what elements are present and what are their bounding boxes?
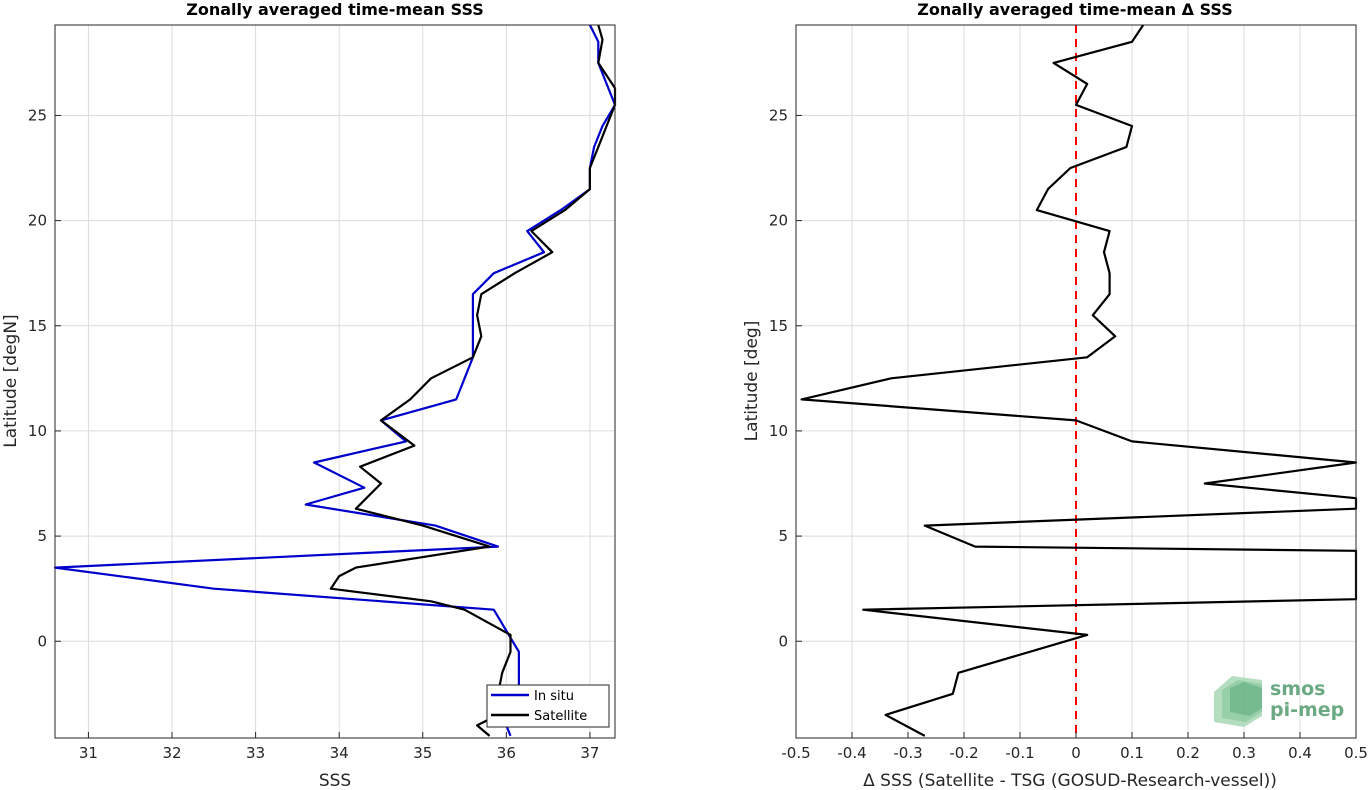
logo-text-smos: smos <box>1270 678 1325 700</box>
right-y-tick-label: 10 <box>769 422 788 440</box>
left-x-tick-label: 34 <box>330 744 349 762</box>
left-y-tick-label: 0 <box>37 632 47 650</box>
left-y-tick-label: 15 <box>28 317 47 335</box>
left-panel: 31 32 33 34 35 36 37 0 5 10 15 20 25 Zonally average… <box>1 0 617 790</box>
left-series-line-0 <box>53 24 617 737</box>
left-x-tick-label: 36 <box>497 744 516 762</box>
right-x-tick-label: 0 <box>1071 744 1081 762</box>
right-x-tick-label: -0.2 <box>949 744 978 762</box>
left-y-tick-label: 10 <box>28 422 47 440</box>
right-y-tick-label: 25 <box>769 106 788 124</box>
left-x-tick-label: 31 <box>79 744 98 762</box>
logo-mark-icon <box>1214 676 1262 727</box>
right-series-line-0 <box>800 24 1358 737</box>
right-y-tick-label: 5 <box>778 527 788 545</box>
right-chart-title: Zonally averaged time-mean Δ SSS <box>917 0 1233 19</box>
legend-label-in-situ: In situ <box>534 689 574 704</box>
legend: In situ Satellite <box>486 684 610 728</box>
right-x-tick-label: -0.5 <box>781 744 810 762</box>
legend-label-satellite: Satellite <box>534 709 587 724</box>
right-panel: -0.5 -0.4 -0.3 -0.2 -0.1 0 0.1 0.2 0.3 0.4 0.5 0 5 10… <box>742 0 1368 790</box>
left-x-tick-label: 32 <box>162 744 181 762</box>
right-y-tick-label: 0 <box>778 632 788 650</box>
left-y-tick-label: 5 <box>37 527 47 545</box>
right-x-tick-label: 0.5 <box>1344 744 1368 762</box>
right-x-tick-label: -0.4 <box>837 744 866 762</box>
left-y-axis-label: Latitude [degN] <box>1 314 21 447</box>
left-plot-frame <box>54 24 616 739</box>
right-y-axis-label: Latitude [deg] <box>742 321 762 442</box>
left-x-tick-label: 33 <box>246 744 265 762</box>
left-x-axis-label: SSS <box>319 771 351 790</box>
logo-text-pi-mep: pi-mep <box>1270 699 1344 721</box>
right-x-tick-label: 0.1 <box>1120 744 1144 762</box>
right-x-tick-label: 0.2 <box>1176 744 1200 762</box>
right-x-tick-label: 0.4 <box>1288 744 1312 762</box>
left-y-tick-label: 20 <box>28 212 47 230</box>
right-y-tick-label: 20 <box>769 212 788 230</box>
legend-box <box>486 684 610 728</box>
right-x-tick-label: 0.3 <box>1232 744 1256 762</box>
right-x-tick-label: -0.1 <box>1005 744 1034 762</box>
smos-pi-mep-logo: smos pi-mep <box>1214 676 1344 727</box>
left-x-tick-label: 35 <box>413 744 432 762</box>
right-y-tick-label: 15 <box>769 317 788 335</box>
right-x-axis-label: Δ SSS (Satellite - TSG (GOSUD-Research-v… <box>863 771 1277 790</box>
left-y-tick-label: 25 <box>28 106 47 124</box>
left-x-tick-label: 37 <box>580 744 599 762</box>
left-chart-title: Zonally averaged time-mean SSS <box>186 0 484 19</box>
right-x-tick-label: -0.3 <box>893 744 922 762</box>
left-series-line-1 <box>329 24 617 737</box>
